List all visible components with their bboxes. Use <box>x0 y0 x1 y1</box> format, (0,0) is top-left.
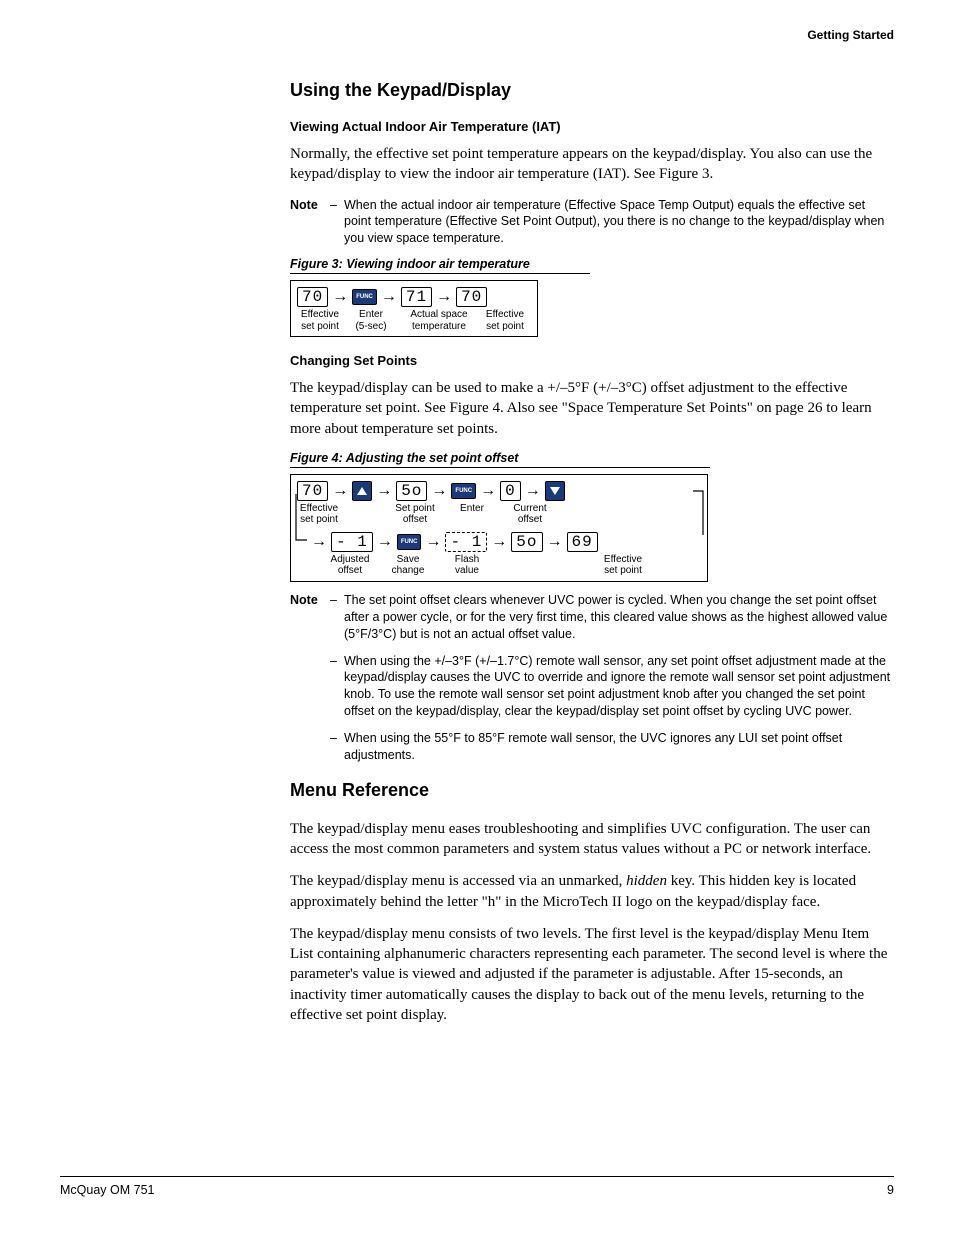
arrow-icon: → <box>431 483 447 499</box>
display-segment-flash: - 1 <box>445 532 487 552</box>
paragraph: Normally, the effective set point temper… <box>290 144 894 185</box>
arrow-icon: → <box>525 483 541 499</box>
note-body: When the actual indoor air temperature (… <box>344 197 894 248</box>
figure-label: Current offset <box>501 503 559 526</box>
display-segment: 5o <box>396 481 427 501</box>
figure-label: Effective set point <box>597 554 649 577</box>
note-sub: – When using the 55°F to 85°F remote wal… <box>330 730 894 764</box>
note-body: When using the +/–3°F (+/–1.7°C) remote … <box>344 653 894 721</box>
triangle-down-icon <box>550 487 560 495</box>
paragraph: The keypad/display can be used to make a… <box>290 378 894 439</box>
figure-label: Effective set point <box>297 309 343 332</box>
arrow-icon: → <box>425 534 441 550</box>
func-button: FUNC <box>352 289 377 305</box>
figure-label: Save change <box>379 554 437 577</box>
figure-label: Enter (5-sec) <box>343 309 399 332</box>
text-run: The keypad/display menu is accessed via … <box>290 873 626 889</box>
arrow-icon: → <box>376 483 392 499</box>
note-dash: – <box>330 197 344 248</box>
figure-3: Figure 3: Viewing indoor air temperature… <box>290 257 590 337</box>
display-segment: - 1 <box>331 532 373 552</box>
display-segment: 0 <box>500 481 521 501</box>
up-button <box>352 481 372 501</box>
figure-caption: Figure 3: Viewing indoor air temperature <box>290 257 590 274</box>
note-dash: – <box>330 592 344 643</box>
note-body: When using the 55°F to 85°F remote wall … <box>344 730 894 764</box>
figure-box: 70 → FUNC → 71 → 70 Effective set point … <box>290 280 538 337</box>
page-number: 9 <box>887 1183 894 1197</box>
figure-label: Actual space temperature <box>399 309 479 332</box>
func-button: FUNC <box>397 534 422 550</box>
subheading-changing-set-points: Changing Set Points <box>290 353 894 368</box>
note-label: Note <box>290 197 330 248</box>
arrow-icon: → <box>332 483 348 499</box>
connector-icon <box>693 489 707 537</box>
italic-text: hidden <box>626 873 667 889</box>
note-dash: – <box>330 730 344 764</box>
figure-label: Flash value <box>437 554 497 577</box>
heading-menu-reference: Menu Reference <box>290 780 894 801</box>
figure-box: 70 → → 5o → FUNC → 0 → <box>290 474 708 582</box>
func-button: FUNC <box>451 483 476 499</box>
figure-label: Set point offset <box>387 503 443 526</box>
figure-caption: Figure 4: Adjusting the set point offset <box>290 451 710 468</box>
triangle-up-icon <box>357 487 367 495</box>
arrow-icon: → <box>332 289 348 305</box>
figure-label: Enter <box>443 503 501 526</box>
content-column: Using the Keypad/Display Viewing Actual … <box>290 26 894 1025</box>
arrow-icon: → <box>377 534 393 550</box>
arrow-icon: → <box>436 289 452 305</box>
display-segment: 70 <box>297 287 328 307</box>
display-segment: 70 <box>456 287 487 307</box>
display-segment: 69 <box>567 532 598 552</box>
note: Note – The set point offset clears whene… <box>290 592 894 643</box>
arrow-icon: → <box>491 534 507 550</box>
page: Getting Started Using the Keypad/Display… <box>0 0 954 1235</box>
note-sub: – When using the +/–3°F (+/–1.7°C) remot… <box>330 653 894 721</box>
footer-left: McQuay OM 751 <box>60 1183 154 1197</box>
figure-label: Adjusted offset <box>321 554 379 577</box>
note-label: Note <box>290 592 330 643</box>
arrow-icon: → <box>381 289 397 305</box>
note-body: The set point offset clears whenever UVC… <box>344 592 894 643</box>
paragraph: The keypad/display menu is accessed via … <box>290 871 894 912</box>
heading-using-keypad: Using the Keypad/Display <box>290 80 894 101</box>
display-segment: 5o <box>511 532 542 552</box>
paragraph: The keypad/display menu eases troublesho… <box>290 819 894 860</box>
note: Note – When the actual indoor air temper… <box>290 197 894 248</box>
arrow-icon: → <box>547 534 563 550</box>
note-dash: – <box>330 653 344 721</box>
figure-label: Effective set point <box>479 309 531 332</box>
running-header: Getting Started <box>807 28 894 42</box>
figure-4: Figure 4: Adjusting the set point offset… <box>290 451 710 582</box>
arrow-icon: → <box>480 483 496 499</box>
footer: McQuay OM 751 9 <box>60 1176 894 1197</box>
paragraph: The keypad/display menu consists of two … <box>290 924 894 1025</box>
down-button <box>545 481 565 501</box>
arrow-icon: → <box>311 534 327 550</box>
subheading-viewing-iat: Viewing Actual Indoor Air Temperature (I… <box>290 119 894 134</box>
display-segment: 71 <box>401 287 432 307</box>
connector-icon <box>293 494 309 542</box>
